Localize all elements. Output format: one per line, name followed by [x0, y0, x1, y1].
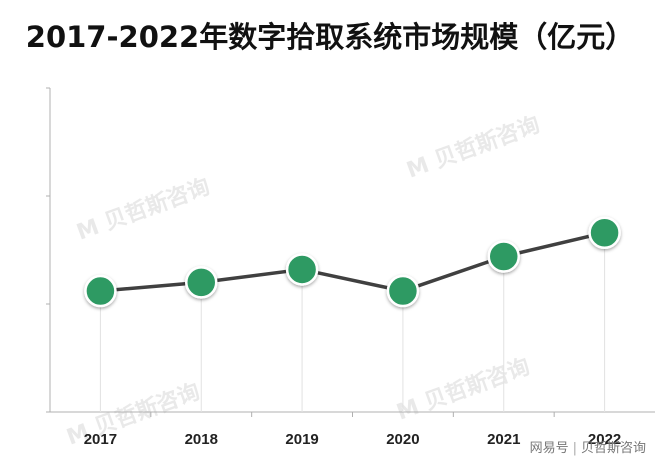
data-point	[386, 274, 420, 308]
footer-platform: 网易号	[529, 441, 569, 456]
x-tick-label: 2022	[588, 431, 621, 448]
watermark-text: M 贝哲斯咨询	[403, 111, 543, 183]
chart-title: 2017-2022年数字拾取系统市场规模（亿元）	[25, 20, 635, 54]
series-polyline	[98, 230, 607, 293]
x-tick-labels: 2017 2018 2019 2020 2021 2022	[84, 431, 622, 448]
data-point	[285, 253, 319, 286]
data-point	[185, 266, 218, 299]
watermark-text: M 贝哲斯咨询	[73, 173, 213, 245]
source-footer: 网易号 | 贝哲斯咨询	[530, 437, 646, 456]
data-point	[588, 216, 621, 249]
data-point	[84, 274, 117, 308]
drop-lines	[99, 232, 606, 412]
axes	[46, 87, 655, 417]
footer-separator: |	[572, 441, 577, 456]
x-tick-label: 2018	[185, 431, 218, 448]
data-points	[84, 216, 621, 308]
x-tick-label: 2017	[84, 431, 117, 448]
watermark-text: M 贝哲斯咨询	[393, 353, 533, 425]
x-tick-label: 2021	[487, 431, 520, 448]
x-tick-label: 2020	[386, 431, 419, 448]
x-tick-label: 2019	[285, 431, 318, 448]
footer-source: 贝哲斯咨询	[580, 441, 646, 456]
data-point	[487, 240, 520, 273]
series-line	[98, 230, 607, 293]
